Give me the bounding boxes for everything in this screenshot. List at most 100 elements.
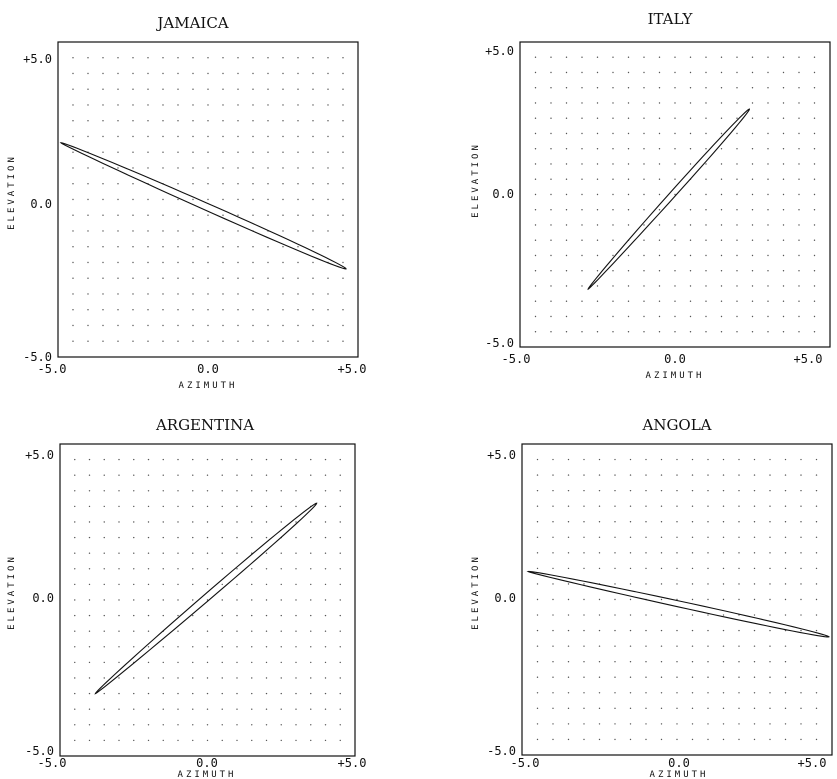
grid-dot	[72, 198, 74, 201]
grid-dot	[612, 87, 614, 89]
grid-dot	[550, 56, 552, 58]
grid-dot	[132, 151, 134, 153]
grid-dot	[567, 567, 570, 570]
grid-dot	[784, 536, 787, 538]
grid-dot	[87, 214, 89, 216]
y-tick-top: +5.0	[485, 44, 514, 58]
grid-dot	[645, 645, 647, 647]
grid-dot	[565, 71, 568, 74]
grid-dot	[103, 692, 105, 695]
grid-dot	[691, 552, 694, 554]
grid-dot	[251, 724, 253, 726]
grid-dot	[596, 132, 599, 135]
y-tick-top: +5.0	[25, 448, 54, 462]
grid-dot	[133, 568, 135, 570]
grid-dot	[676, 489, 678, 492]
grid-dot	[536, 707, 539, 710]
grid-dot	[629, 614, 632, 616]
grid-dot	[705, 315, 707, 318]
grid-dot	[312, 324, 314, 327]
grid-dot	[627, 178, 630, 180]
grid-dot	[162, 293, 164, 295]
grid-dot	[643, 331, 645, 333]
grid-dot	[74, 568, 76, 570]
grid-dot	[565, 270, 568, 272]
grid-dot	[800, 676, 802, 678]
grid-dot	[784, 738, 787, 741]
grid-dot	[222, 324, 224, 327]
grid-dot	[280, 521, 282, 523]
grid-dot	[707, 645, 709, 647]
grid-dot	[117, 324, 119, 327]
grid-dot	[72, 72, 74, 75]
grid-dot	[117, 183, 119, 185]
grid-dot	[534, 163, 537, 165]
grid-dot	[280, 552, 282, 554]
grid-dot	[596, 117, 599, 119]
grid-dot	[342, 230, 344, 232]
grid-dot	[705, 300, 707, 302]
grid-dot	[118, 739, 120, 742]
grid-dot	[536, 458, 539, 461]
grid-dot	[102, 293, 104, 295]
grid-dot	[769, 738, 771, 741]
grid-dot	[614, 474, 616, 476]
grid-dot	[192, 120, 194, 122]
grid-dot	[689, 209, 692, 211]
grid-dot	[251, 630, 253, 632]
grid-dot	[782, 270, 785, 272]
grid-dot	[310, 474, 312, 476]
grid-dot	[552, 645, 554, 647]
grid-dot	[660, 552, 663, 554]
grid-dot	[769, 598, 771, 601]
grid-dot	[88, 708, 91, 710]
grid-dot	[162, 324, 164, 327]
grid-dot	[676, 598, 678, 601]
grid-dot	[324, 505, 327, 508]
grid-dot	[102, 104, 104, 106]
grid-dot	[581, 209, 583, 211]
grid-dot	[265, 692, 268, 695]
grid-dot	[550, 87, 552, 89]
grid-dot	[177, 661, 179, 664]
grid-dot	[295, 724, 297, 726]
grid-dot	[117, 57, 119, 59]
grid-dot	[74, 646, 76, 648]
grid-dot	[206, 474, 209, 476]
grid-dot	[192, 614, 194, 617]
grid-dot	[147, 120, 149, 122]
grid-dot	[103, 599, 105, 601]
grid-dot	[207, 246, 209, 248]
grid-dot	[236, 677, 238, 679]
grid-dot	[720, 178, 723, 180]
grid-dot	[767, 87, 769, 89]
grid-dot	[222, 57, 224, 59]
grid-dot	[751, 102, 754, 104]
y-tick-top: +5.0	[487, 448, 516, 462]
grid-dot	[583, 629, 585, 632]
grid-dot	[583, 567, 585, 570]
grid-dot	[720, 239, 723, 241]
grid-dot	[339, 646, 341, 648]
grid-dot	[252, 246, 254, 248]
grid-dot	[550, 71, 552, 74]
grid-dot	[297, 57, 299, 59]
grid-dot	[297, 230, 299, 232]
grid-dot	[612, 163, 614, 165]
grid-dot	[327, 183, 329, 185]
grid-dot	[222, 214, 224, 216]
grid-dot	[192, 490, 194, 492]
grid-dot	[720, 331, 723, 333]
grid-dot	[614, 614, 616, 616]
grid-dot	[252, 340, 254, 342]
y-axis-label: ELEVATION	[471, 142, 481, 218]
grid-dot	[720, 56, 723, 58]
grid-dot	[133, 692, 135, 695]
grid-dot	[221, 458, 223, 461]
grid-dot	[660, 536, 663, 538]
grid-dot	[177, 198, 179, 201]
polarization-trace	[59, 142, 347, 270]
grid-dot	[567, 692, 570, 694]
grid-dot	[342, 277, 344, 279]
grid-dot	[691, 707, 694, 710]
